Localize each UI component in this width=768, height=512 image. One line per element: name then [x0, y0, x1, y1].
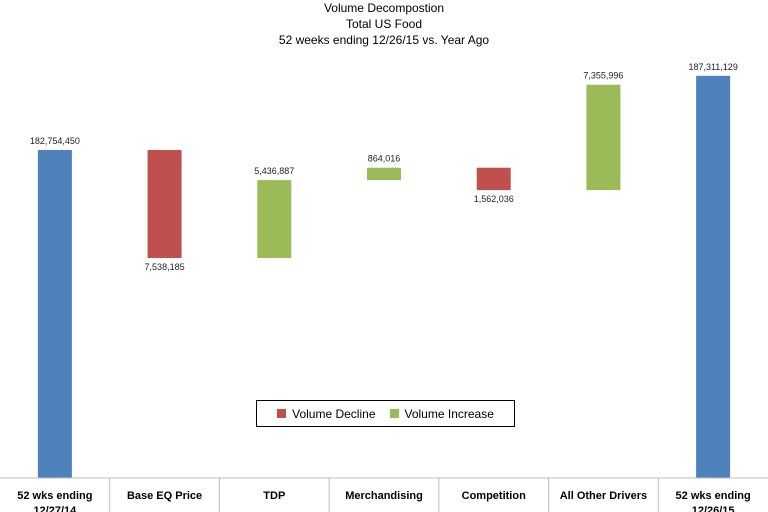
legend-swatch-decline — [277, 409, 287, 418]
x-tick-label-4: Competition — [462, 490, 526, 502]
chart-subtitle: Total US Food — [345, 17, 423, 31]
bar-3 — [367, 167, 401, 181]
chart-titles: Volume Decompostion Total US Food 52 wee… — [0, 0, 768, 48]
x-tick-label-5: All Other Drivers — [560, 490, 647, 502]
legend-swatch-increase — [389, 409, 399, 418]
legend-item-increase: Volume Increase — [389, 406, 494, 421]
bar-0 — [37, 150, 72, 478]
x-tick-label-2: TDP — [263, 490, 285, 502]
bar-value-label-5: 7,355,996 — [583, 71, 623, 81]
legend-label-decline: Volume Decline — [292, 406, 376, 421]
bar-1 — [147, 150, 182, 258]
bar-4 — [476, 167, 511, 191]
bar-value-label-0: 182,754,450 — [30, 136, 80, 146]
bar-value-label-1: 7,538,185 — [145, 262, 185, 272]
x-tick-label-6: 52 wks ending 12/26/15 — [676, 490, 751, 512]
bar-value-label-6: 187,311,129 — [688, 62, 737, 72]
bar-5 — [586, 84, 621, 191]
bar-value-label-4: 1,562,036 — [474, 194, 514, 204]
chart-subtitle-period: 52 weeks ending 12/26/15 vs. Year Ago — [278, 33, 490, 47]
legend-item-decline: Volume Decline — [277, 406, 376, 421]
x-tick-label-1: Base EQ Price — [127, 490, 202, 502]
bar-2 — [257, 180, 292, 258]
bar-value-label-2: 5,436,887 — [254, 166, 294, 176]
legend-label-increase: Volume Increase — [404, 406, 494, 421]
x-tick-label-0: 52 wks ending 12/27/14 — [17, 490, 92, 512]
chart-legend: Volume Decline Volume Increase — [256, 400, 515, 427]
bar-6 — [696, 75, 731, 478]
bar-value-label-3: 864,016 — [368, 154, 401, 164]
chart-title: Volume Decompostion — [323, 1, 445, 15]
x-tick-label-3: Merchandising — [345, 490, 423, 502]
